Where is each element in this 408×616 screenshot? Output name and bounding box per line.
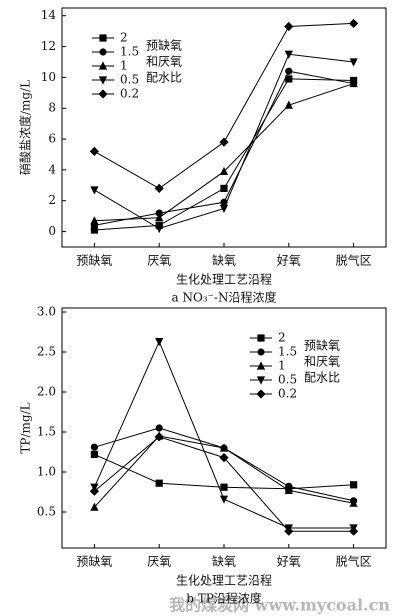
marker <box>219 137 229 147</box>
legend-title: 和厌氧 <box>304 355 340 369</box>
marker <box>220 184 228 193</box>
y-tick-label: 1.0 <box>37 465 56 479</box>
y-tick-label: 2.0 <box>37 385 56 399</box>
marker <box>155 479 163 487</box>
watermark: 我的煤炭网 www.mycoal.cn <box>169 596 390 615</box>
legend-label: 1.5 <box>278 345 297 359</box>
legend-title: 配水比 <box>146 71 182 85</box>
marker <box>90 450 98 458</box>
legend-label: 0.5 <box>278 373 297 387</box>
marker <box>285 75 293 83</box>
legend-label: 2 <box>120 31 128 45</box>
legend-label: 1.5 <box>120 45 139 59</box>
marker <box>349 58 358 67</box>
marker <box>257 334 265 342</box>
x-axis-label: 生化处理工艺沿程 <box>176 573 272 588</box>
y-tick-label: 14 <box>41 8 57 22</box>
marker <box>219 166 229 176</box>
marker <box>220 483 228 491</box>
x-tick-label: 脱气区 <box>336 253 372 268</box>
x-tick-label: 脱气区 <box>336 554 372 569</box>
y-tick-label: 4 <box>48 162 56 176</box>
x-tick-label: 预缺氧 <box>76 554 112 569</box>
marker <box>90 186 99 195</box>
marker <box>90 226 98 234</box>
marker <box>349 526 359 536</box>
x-tick-label: 缺氧 <box>212 554 236 569</box>
x-tick-label: 好氧 <box>277 254 301 268</box>
marker <box>256 376 266 385</box>
legend-label: 1 <box>278 359 286 373</box>
marker <box>219 204 229 214</box>
legend-label: 0.5 <box>120 73 139 87</box>
marker <box>349 78 358 88</box>
marker <box>90 216 99 225</box>
legend-label: 0.2 <box>120 87 139 101</box>
y-tick-label: 8 <box>48 101 56 115</box>
y-tick-label: 3.0 <box>37 305 56 319</box>
y-tick-label: 2 <box>48 193 56 207</box>
marker <box>155 213 164 222</box>
legend-label: 0.2 <box>278 387 297 401</box>
x-tick-label: 厌氧 <box>147 254 171 268</box>
y-tick-label: 1.5 <box>37 425 56 439</box>
y-tick-label: 0 <box>48 224 56 238</box>
y-axis-label: 硝酸盐浓度/mg/L <box>18 80 33 175</box>
marker <box>155 209 163 217</box>
legend-title: 预缺氧 <box>304 338 340 353</box>
marker <box>350 481 358 489</box>
marker <box>154 183 164 194</box>
marker <box>155 224 164 234</box>
marker <box>98 89 108 99</box>
legend-title: 预缺氧 <box>146 38 182 53</box>
marker <box>349 498 358 507</box>
marker <box>155 424 163 432</box>
marker <box>284 485 293 494</box>
marker <box>256 389 266 399</box>
legend-title: 和厌氧 <box>146 55 182 69</box>
y-tick-label: 2.5 <box>37 345 56 359</box>
marker <box>349 18 359 29</box>
marker <box>90 502 99 511</box>
x-tick-label: 厌氧 <box>147 555 171 569</box>
x-axis-label: 生化处理工艺沿程 <box>176 272 272 287</box>
y-axis-label: TP/mg/L <box>19 402 33 453</box>
marker <box>99 48 107 56</box>
caption: b TP沿程浓度 <box>186 591 262 606</box>
x-tick-label: 预缺氧 <box>76 253 112 268</box>
marker <box>90 443 98 451</box>
x-tick-label: 缺氧 <box>212 253 236 268</box>
x-tick-label: 好氧 <box>277 555 301 569</box>
marker <box>284 21 294 32</box>
marker <box>154 432 164 442</box>
y-tick-label: 12 <box>41 39 56 53</box>
marker <box>284 526 294 536</box>
caption: a NO₃⁻-N沿程浓度 <box>171 290 276 305</box>
y-tick-label: 6 <box>48 132 56 146</box>
marker <box>256 361 266 370</box>
marker <box>219 443 229 452</box>
marker <box>257 348 265 356</box>
marker <box>98 76 108 85</box>
y-tick-label: 0.5 <box>37 505 56 519</box>
legend-label: 1 <box>120 59 128 73</box>
marker <box>155 338 164 347</box>
marker <box>89 146 99 156</box>
marker <box>219 453 229 463</box>
marker <box>285 67 293 75</box>
marker <box>89 486 99 496</box>
marker <box>98 61 108 70</box>
y-tick-label: 10 <box>41 70 56 84</box>
legend-title: 配水比 <box>304 371 340 385</box>
legend-label: 2 <box>278 331 286 345</box>
marker <box>284 50 293 59</box>
marker <box>219 495 229 504</box>
marker <box>284 100 293 109</box>
marker <box>99 34 107 42</box>
